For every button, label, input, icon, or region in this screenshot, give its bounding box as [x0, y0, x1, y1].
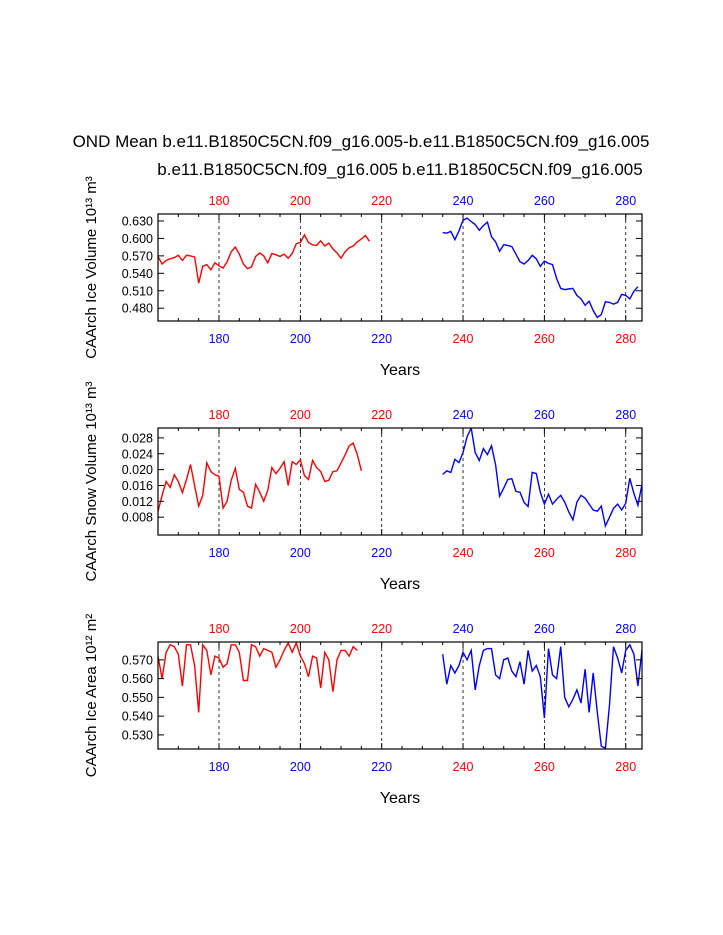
ice-area-panel: 180 200 220 240 260 280 180 200 220 240 260 280 0.57…	[83, 614, 643, 807]
y-tick-label: 0.560	[122, 672, 153, 686]
x-tick-label-bottom: 240	[453, 546, 474, 560]
snow-volume-panel: 180 200 220 240 260 280 180 200 220 240 260 280 0.02…	[83, 381, 643, 593]
ice-volume-panel: 180 200 220 240 260 280 180 200 220 240 260 280 0.63…	[83, 176, 643, 379]
x-tick-label-top: 240	[453, 408, 474, 422]
x-tick-label-bottom: 200	[290, 760, 311, 774]
plot-frame	[157, 213, 643, 322]
x-tick-label-bottom: 180	[209, 332, 230, 346]
x-tick-label-top: 200	[290, 408, 311, 422]
x-tick-label-top: 240	[453, 194, 474, 208]
x-tick-label-bottom: 180	[209, 760, 230, 774]
series-line-red	[158, 442, 363, 512]
x-tick-label-top: 180	[209, 408, 230, 422]
y-axis-label: CAArch Ice Area 10¹² m²	[83, 614, 100, 777]
x-tick-label-bottom: 200	[290, 332, 311, 346]
x-tick-label-bottom: 280	[615, 760, 636, 774]
x-tick-label-bottom: 180	[209, 546, 230, 560]
x-tick-label-top: 280	[615, 194, 636, 208]
legend-right-label: b.e11.B1850C5CN.f09_g16.005	[402, 160, 643, 179]
x-tick-label-top: 180	[209, 194, 230, 208]
y-tick-label: 0.480	[122, 302, 153, 316]
y-tick-label: 0.600	[122, 232, 153, 246]
y-tick-label: 0.024	[122, 447, 153, 461]
x-tick-label-bottom: 200	[290, 546, 311, 560]
x-tick-label-bottom: 240	[453, 760, 474, 774]
x-tick-label-top: 200	[290, 622, 311, 636]
legend-left-label: b.e11.B1850C5CN.f09_g16.005	[157, 160, 398, 179]
x-tick-label-top: 280	[615, 408, 636, 422]
series-line-blue	[442, 428, 642, 529]
x-tick-label-top: 220	[371, 408, 392, 422]
x-tick-label-top: 180	[209, 622, 230, 636]
plot-frame	[157, 427, 643, 536]
x-tick-label-bottom: 260	[534, 760, 555, 774]
series-line-blue	[442, 217, 639, 319]
x-tick-label-top: 220	[371, 622, 392, 636]
x-axis-label: Years	[380, 362, 420, 379]
x-tick-label-bottom: 260	[534, 546, 555, 560]
x-axis-label: Years	[380, 790, 420, 807]
y-tick-label: 0.008	[122, 511, 153, 525]
y-tick-label: 0.570	[122, 249, 153, 263]
x-tick-label-bottom: 220	[371, 760, 392, 774]
x-tick-label-bottom: 260	[534, 332, 555, 346]
y-axis-label: CAArch Ice Volume 10¹³ m³	[83, 176, 100, 359]
y-tick-label: 0.530	[122, 728, 153, 742]
x-tick-label-top: 260	[534, 408, 555, 422]
x-tick-label-top: 280	[615, 622, 636, 636]
y-axis-label: CAArch Snow Volume 10¹³ m³	[83, 381, 100, 581]
x-tick-label-top: 220	[371, 194, 392, 208]
y-tick-label: 0.510	[122, 284, 153, 298]
figure-title: OND Mean b.e11.B1850C5CN.f09_g16.005-b.e…	[73, 132, 650, 151]
plot-frame	[157, 641, 643, 750]
y-tick-label: 0.016	[122, 479, 153, 493]
x-tick-label-top: 240	[453, 622, 474, 636]
x-tick-label-bottom: 280	[615, 332, 636, 346]
x-tick-label-top: 260	[534, 622, 555, 636]
x-tick-label-bottom: 240	[453, 332, 474, 346]
y-tick-label: 0.020	[122, 463, 153, 477]
x-tick-label-bottom: 220	[371, 332, 392, 346]
x-tick-label-bottom: 220	[371, 546, 392, 560]
x-tick-label-bottom: 280	[615, 546, 636, 560]
x-tick-label-top: 200	[290, 194, 311, 208]
y-tick-label: 0.630	[122, 214, 153, 228]
series-line-blue	[442, 643, 642, 749]
y-tick-label: 0.540	[122, 710, 153, 724]
y-tick-label: 0.012	[122, 495, 153, 509]
y-tick-label: 0.570	[122, 653, 153, 667]
x-tick-label-top: 260	[534, 194, 555, 208]
x-axis-label: Years	[380, 576, 420, 593]
series-line-red	[158, 642, 358, 713]
series-line-red	[158, 233, 371, 284]
y-tick-label: 0.550	[122, 691, 153, 705]
y-tick-label: 0.540	[122, 267, 153, 281]
y-tick-label: 0.028	[122, 431, 153, 445]
